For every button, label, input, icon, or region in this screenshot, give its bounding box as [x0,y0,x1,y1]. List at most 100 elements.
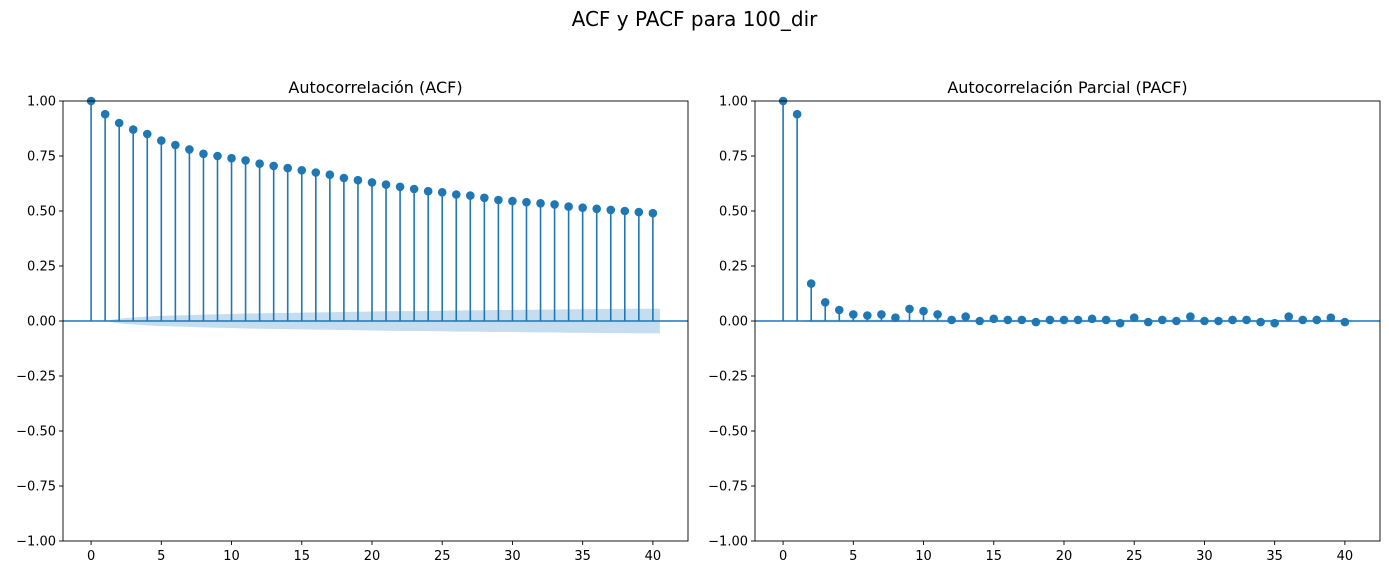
acf-x-tick-label: 30 [504,549,521,564]
pacf-point [933,310,942,319]
pacf-point [1298,315,1308,325]
pacf-point [1214,316,1223,326]
pacf-point [1143,317,1153,327]
acf-y-tick-label: −0.50 [16,425,56,440]
pacf-point [1326,313,1336,323]
pacf-y-tick-label: 0.25 [719,260,748,275]
pacf-point [891,313,900,323]
acf-x-tick-label: 15 [293,549,310,564]
acf-y-tick-label: −1.00 [16,535,56,550]
pacf-point [1228,315,1237,325]
pacf-point [1017,315,1027,325]
pacf-x-tick-label: 40 [1337,549,1354,564]
pacf-y-tick-label: −0.75 [708,480,748,495]
acf-point [367,178,377,187]
pacf-point [1242,315,1251,325]
figure-title: ACF y PACF para 100_dir [572,7,819,31]
pacf-x-tick-label: 20 [1056,549,1073,564]
acf-panel: Autocorrelación (ACF) 0 5 10 15 20 25 30 35 40 1.… [16,78,689,564]
acf-y-tick-label: 0.00 [27,315,56,330]
pacf-y-tick-label: 0.75 [719,150,748,165]
acf-point [480,193,489,203]
acf-x-tick-label: 5 [157,549,165,564]
acf-point [142,129,152,139]
acf-point [522,197,531,207]
acf-point [494,195,503,205]
acf-point [185,145,194,154]
pacf-y-tick-label: 0.50 [719,205,748,220]
pacf-point [863,311,872,320]
pacf-point [834,305,844,315]
pacf-point [1031,317,1041,327]
acf-point [620,206,630,216]
pacf-point [1200,316,1209,326]
pacf-point [792,109,802,119]
acf-point [255,159,264,168]
acf-y-tick-label: 0.75 [27,150,56,165]
pacf-point [989,314,999,324]
acf-point [227,153,236,163]
pacf-x-tick-label: 15 [985,549,1002,564]
acf-point [353,175,363,185]
acf-x-tick-label: 20 [364,549,381,564]
pacf-y-tick-label: −0.25 [708,370,748,385]
pacf-point [961,312,970,321]
pacf-point [1101,315,1111,325]
pacf-x-tick-label: 10 [915,549,932,564]
acf-point [297,166,307,175]
pacf-point [947,315,956,325]
acf-point [648,208,658,218]
acf-point [100,109,110,119]
pacf-title: Autocorrelación Parcial (PACF) [947,78,1187,97]
pacf-y-tick-label: 0.00 [719,315,748,330]
acf-point [269,161,278,171]
acf-point [564,202,573,211]
acf-point [241,156,250,165]
acf-point [606,205,616,215]
acf-point [550,200,559,209]
acf-y-tick-label: 1.00 [27,95,56,110]
acf-point [536,199,545,208]
acf-plot-area [63,96,688,334]
acf-x-tick-label: 10 [223,549,240,564]
pacf-point [1129,313,1139,323]
acf-x-tick-label: 40 [645,549,662,564]
acf-y-tick-label: −0.25 [16,370,56,385]
acf-y-tick-label: −0.75 [16,480,56,495]
pacf-point [1284,312,1294,321]
pacf-y-tick-label: −1.00 [708,535,748,550]
pacf-panel: Autocorrelación Parcial (PACF) 0 5 10 15 20 2… [708,78,1381,564]
pacf-point [1073,315,1083,325]
pacf-point [1270,318,1279,328]
pacf-point [877,310,886,319]
acf-point [466,191,475,200]
pacf-x-tick-label: 0 [779,549,787,564]
pacf-point [1087,314,1097,324]
acf-point [311,168,321,177]
acf-point [171,140,180,150]
acf-point [592,204,602,214]
acf-point [128,125,138,134]
acf-point [114,118,124,128]
acf-point [451,190,461,199]
pacf-point [1045,315,1055,325]
acf-title: Autocorrelación (ACF) [288,78,462,97]
pacf-point [1059,315,1069,325]
pacf-x-tick-label: 5 [849,549,857,564]
acf-point [213,151,222,161]
acf-point [325,170,335,179]
pacf-point [1003,315,1013,325]
pacf-plot-area [755,96,1380,328]
pacf-point [1340,317,1350,327]
pacf-point [905,304,914,314]
acf-y-tick-label: 0.50 [27,205,56,220]
acf-point [381,180,391,189]
acf-point [157,136,166,145]
pacf-point [1115,318,1125,328]
pacf-point [820,298,830,307]
pacf-point [1312,315,1322,325]
pacf-x-tick-label: 30 [1196,549,1213,564]
acf-x-tick-label: 25 [434,549,451,564]
acf-point [395,182,405,192]
